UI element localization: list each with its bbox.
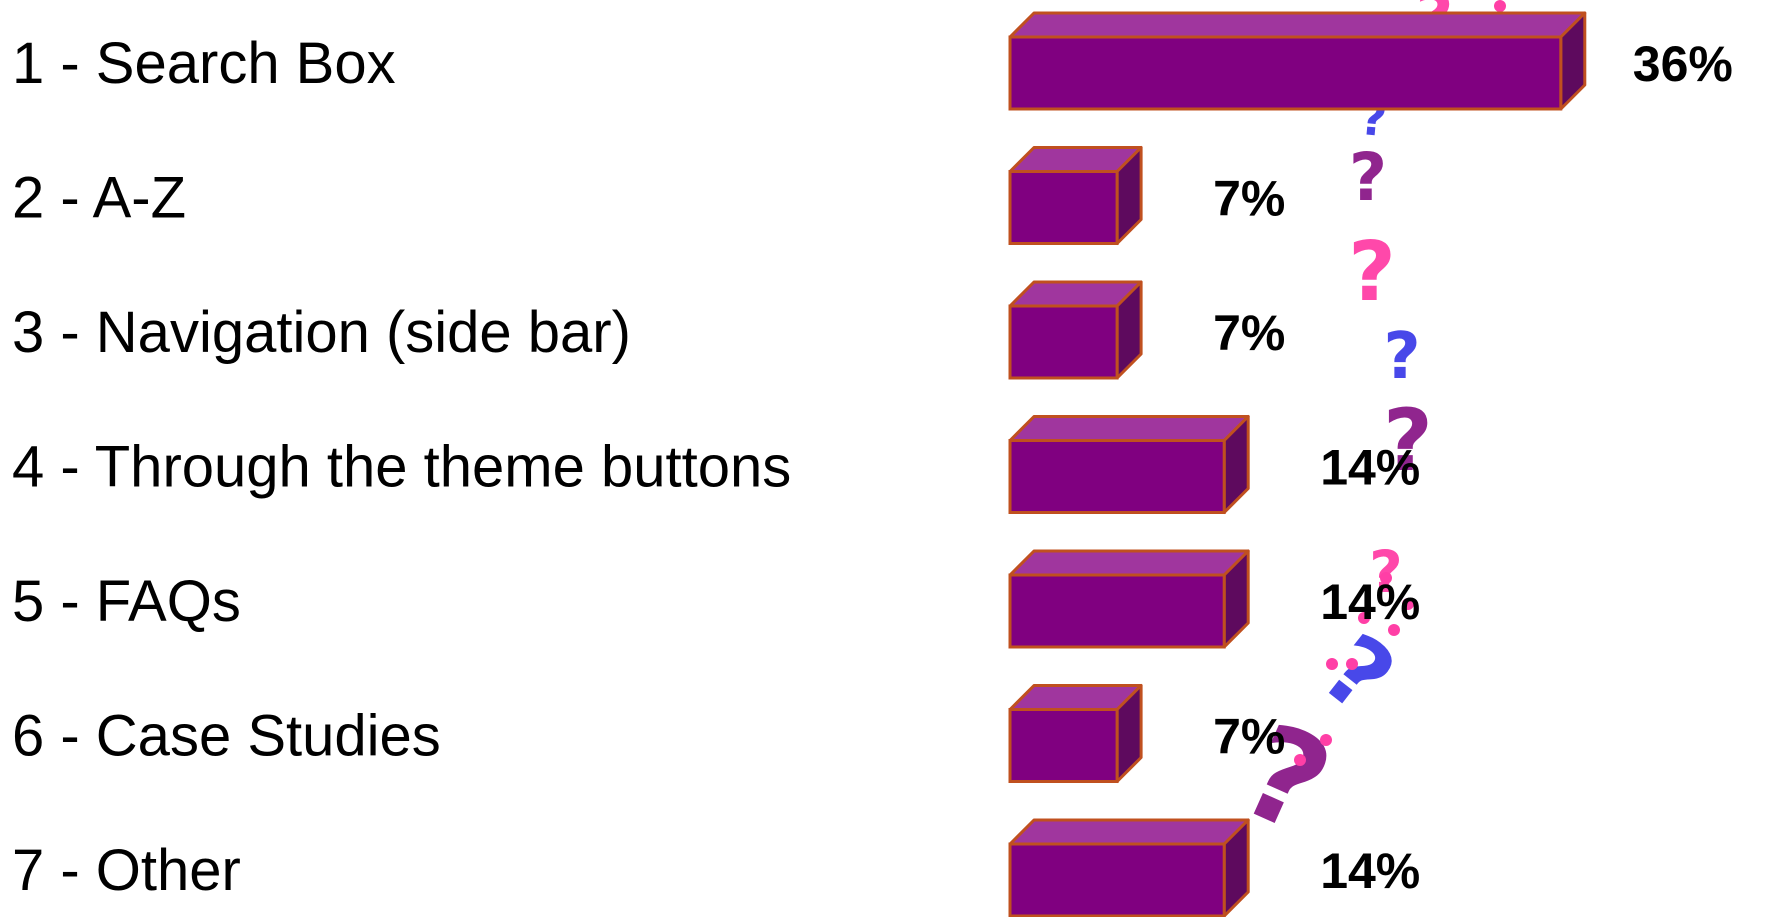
question-mark-icon: ? — [1348, 225, 1396, 320]
dot-icon — [1402, 598, 1414, 610]
category-label: 5 - FAQs — [12, 569, 241, 634]
value-label: 14% — [1320, 440, 1420, 496]
dot-icon — [1294, 754, 1306, 766]
bars — [1008, 11, 1587, 917]
value-label: 14% — [1320, 574, 1420, 630]
bar-front — [1008, 842, 1226, 917]
dot-icon — [1388, 624, 1400, 636]
bar-top — [1008, 415, 1250, 442]
bar-top — [1008, 549, 1250, 577]
dot-icon — [1346, 658, 1358, 670]
bar — [1008, 415, 1250, 514]
dot-icon — [1320, 734, 1332, 746]
bar-front — [1008, 170, 1119, 245]
question-mark-icon: ? — [1349, 139, 1387, 216]
dot-icon — [1358, 612, 1370, 624]
bar-top — [1008, 11, 1587, 39]
value-labels: 36% 7% 7% 14% 14% 7% 14% — [1213, 36, 1733, 899]
dot-icon — [1380, 572, 1392, 584]
bar — [1008, 818, 1250, 917]
question-mark-icon: ? — [1383, 391, 1433, 491]
bar-front — [1008, 439, 1226, 514]
category-label: 1 - Search Box — [12, 31, 396, 96]
value-label: 7% — [1213, 171, 1285, 227]
dot-icon — [1494, 0, 1506, 12]
bar-front — [1008, 573, 1226, 649]
dot-icon — [1326, 658, 1338, 670]
bar-front — [1008, 708, 1119, 783]
bar-front — [1008, 35, 1563, 111]
bar — [1008, 11, 1587, 111]
bar — [1008, 280, 1143, 380]
value-label: 14% — [1320, 843, 1420, 899]
bar-front — [1008, 304, 1119, 380]
category-label: 2 - A-Z — [12, 166, 186, 231]
question-mark-icon: ? — [1383, 320, 1420, 394]
category-labels: 1 - Search Box 2 - A-Z 3 - Navigation (sid… — [12, 31, 791, 903]
bar — [1008, 684, 1143, 783]
bar-top — [1008, 818, 1250, 846]
bar — [1008, 549, 1250, 649]
category-label: 6 - Case Studies — [12, 704, 441, 769]
value-label: 7% — [1213, 709, 1285, 765]
category-label: 4 - Through the theme buttons — [12, 435, 791, 500]
value-label: 7% — [1213, 305, 1285, 361]
bar — [1008, 146, 1143, 245]
category-label: 3 - Navigation (side bar) — [12, 300, 631, 365]
category-label: 7 - Other — [12, 838, 241, 903]
value-label: 36% — [1633, 36, 1733, 92]
